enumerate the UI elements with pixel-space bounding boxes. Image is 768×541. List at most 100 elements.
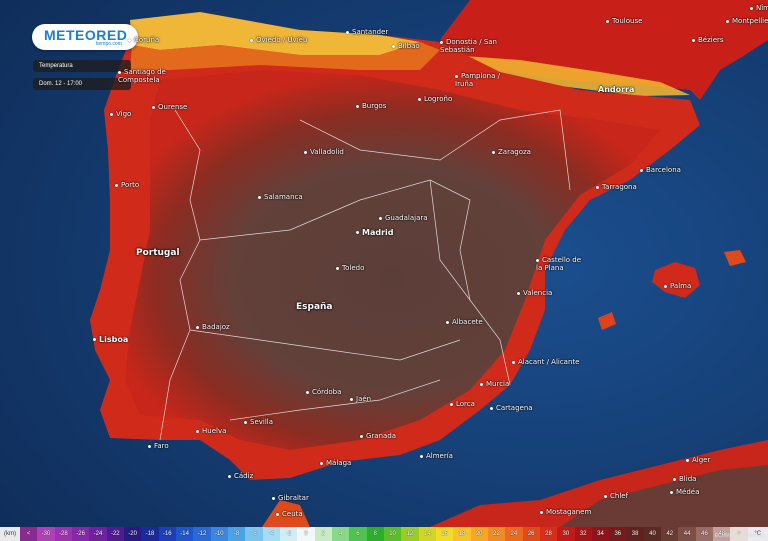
scale-cell: 20 [470,527,488,541]
time-label: Dom. 12 - 17:00 [33,78,131,90]
north-africa-interior [560,465,768,527]
scale-cell: 4 [331,527,350,541]
credit-text: ECMWF / © Meteored [714,533,764,539]
layer-label: Temperatura [33,60,131,72]
city-label: Lorca [450,400,475,408]
city-label: Logroño [418,95,452,103]
scale-cell: 10 [383,527,402,541]
scale-cell: < [20,527,38,541]
scale-cell: -4 [262,527,280,541]
country-label-espana: España [296,302,333,312]
meteored-logo[interactable]: METEORED tiempo.com [32,24,138,50]
menorca [724,250,746,266]
city-label: Guadalajara [379,214,428,222]
scale-cell: -6 [245,527,263,541]
scale-cell: -16 [158,527,176,541]
scale-cell: 40 [643,527,662,541]
city-label: Jaén [350,395,371,403]
france-land [440,0,768,100]
scale-cell: -8 [227,527,246,541]
scale-cell: 2 [314,527,332,541]
scale-cell: -10 [210,527,228,541]
scale-cell: 48 [713,527,731,541]
city-label: Ceuta [276,510,303,518]
scale-cell: -14 [175,527,194,541]
city-label: Oviedo / Uviéu [250,36,307,44]
city-label: Porto [115,181,139,189]
scale-cell: -12 [193,527,211,541]
city-label: Huelva [196,427,226,435]
city-label: Pamplona / Iruña [455,72,500,88]
city-label: Ourense [152,103,187,111]
city-label: Montpellier [726,17,768,25]
scale-cell: -26 [71,527,90,541]
city-label: Albacete [446,318,483,326]
city-label: Barcelona [640,166,681,174]
city-label: Chlef [604,492,628,500]
ibiza [598,312,616,330]
brand-name: METEORED [44,27,128,43]
city-label: Alacant / Alicante [512,358,579,366]
city-label: Cádiz [228,472,253,480]
city-label: Mostaganem [540,508,591,516]
scale-cell: -28 [54,527,72,541]
scale-cell: 16 [435,527,454,541]
city-label: Toledo [336,264,364,272]
city-label: Faro [148,442,169,450]
city-label: Santiago de Compostela [118,68,166,84]
city-label: Córdoba [306,388,341,396]
scale-cell: 32 [574,527,592,541]
city-label-andorra: Andorra [598,85,635,94]
city-label: Sevilla [244,418,273,426]
city-label: Coruña [128,36,159,44]
city-label: Málaga [320,459,351,467]
city-label-madrid: Madrid [356,229,394,237]
scale-cell: 12 [401,527,419,541]
city-label: Béziers [692,36,724,44]
scale-cell: 46 [695,527,714,541]
scale-cell: > [730,527,748,541]
scale-cell: 38 [626,527,644,541]
scale-cell: 44 [678,527,696,541]
city-label-lisboa: Lisboa [93,336,128,344]
scale-cell: 30 [557,527,575,541]
city-label: Granada [360,432,396,440]
region-borders [159,109,571,441]
scale-cell: 6 [349,527,367,541]
city-label: Salamanca [258,193,303,201]
city-label: Donostia / San Sebastián [440,38,497,54]
city-label: Burgos [356,102,386,110]
temperature-map[interactable] [0,0,768,527]
city-label: Alger [686,456,710,464]
scale-cell: -30 [37,527,55,541]
city-label: Blida [673,475,696,483]
scale-cell: -20 [123,527,142,541]
brand-sub: tiempo.com [96,41,122,47]
scale-cell: 26 [522,527,540,541]
city-label: Zaragoza [492,148,531,156]
city-label: Castello de la Plana [536,256,582,272]
temperature-scale: (km) < -30 -28 -26 -24 -22 -20 -18 -16 -14 -12 -10 -8… [0,527,768,541]
scale-cell: 36 [609,527,627,541]
city-label: Gibraltar [272,494,309,502]
mallorca [652,262,700,298]
city-label: Almería [420,452,453,460]
city-label: Murcia [480,380,509,388]
country-label-portugal: Portugal [136,248,180,258]
scale-cell: 42 [661,527,679,541]
city-label: Valladolid [304,148,344,156]
city-label: Cartagena [490,404,533,412]
scale-cell: 14 [418,527,436,541]
scale-cell: -24 [89,527,107,541]
scale-cell: 24 [505,527,523,541]
city-label: Valencia [517,289,552,297]
morocco-tip [262,500,310,527]
city-label: Badajoz [196,323,230,331]
scale-cell: 0 [297,527,315,541]
scale-cell: 34 [591,527,610,541]
city-label: Vigo [110,110,131,118]
scale-cell: -22 [106,527,124,541]
scale-cell: 28 [539,527,558,541]
city-label: Tarragona [596,183,637,191]
scale-cell: -2 [279,527,298,541]
